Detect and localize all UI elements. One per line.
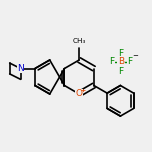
Text: O: O [76, 90, 83, 98]
Text: −: − [132, 53, 138, 59]
Text: F: F [118, 67, 124, 76]
Text: +: + [80, 88, 85, 93]
Text: F: F [118, 48, 124, 57]
Text: N: N [17, 64, 24, 73]
Text: B: B [118, 57, 124, 67]
Text: F: F [109, 57, 115, 67]
Text: CH₃: CH₃ [73, 38, 86, 44]
Text: F: F [127, 57, 133, 67]
